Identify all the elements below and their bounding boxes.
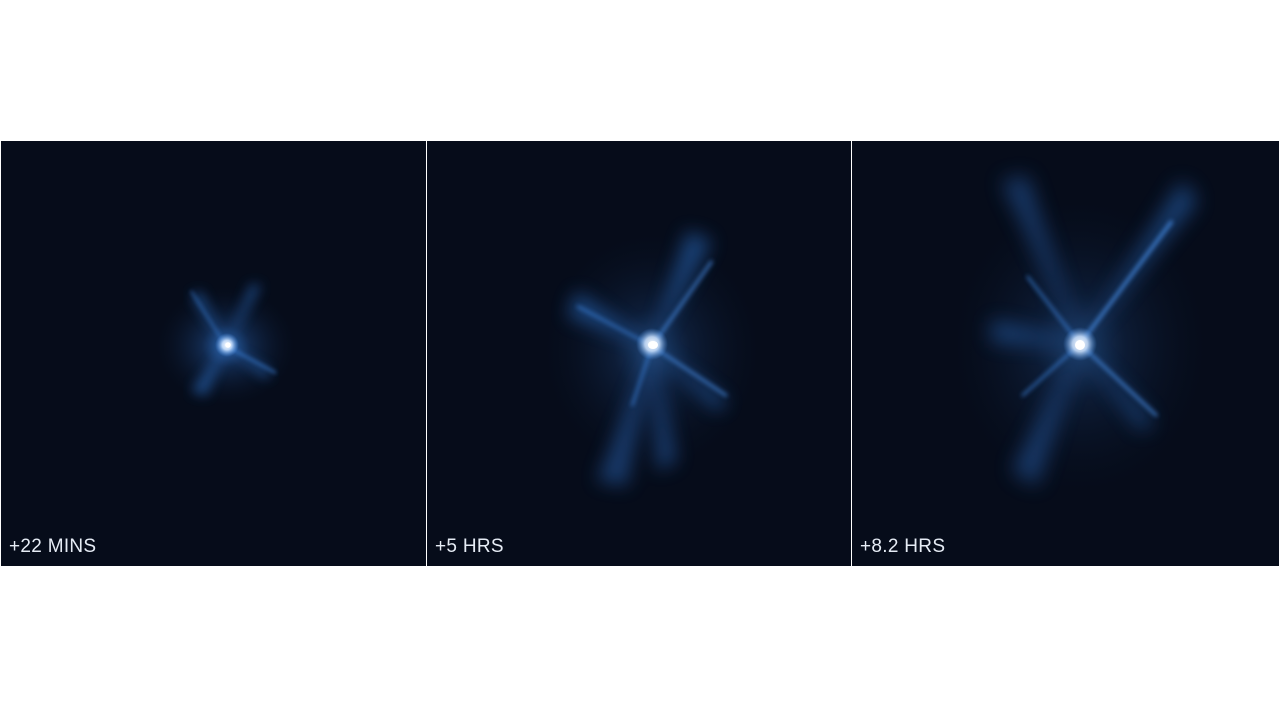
- image-panel-5-hrs: +5 HRS: [427, 141, 851, 566]
- ejecta-image-2: [427, 141, 851, 566]
- image-panel-22-mins: +22 MINS: [1, 141, 426, 566]
- ejecta-image-3: [852, 141, 1279, 566]
- time-caption: +22 MINS: [9, 536, 97, 557]
- ejecta-image-1: [1, 141, 426, 566]
- image-strip: +22 MINS: [1, 141, 1279, 566]
- image-panel-8-2-hrs: +8.2 HRS: [852, 141, 1279, 566]
- time-caption: +8.2 HRS: [860, 536, 946, 557]
- time-caption: +5 HRS: [435, 536, 504, 557]
